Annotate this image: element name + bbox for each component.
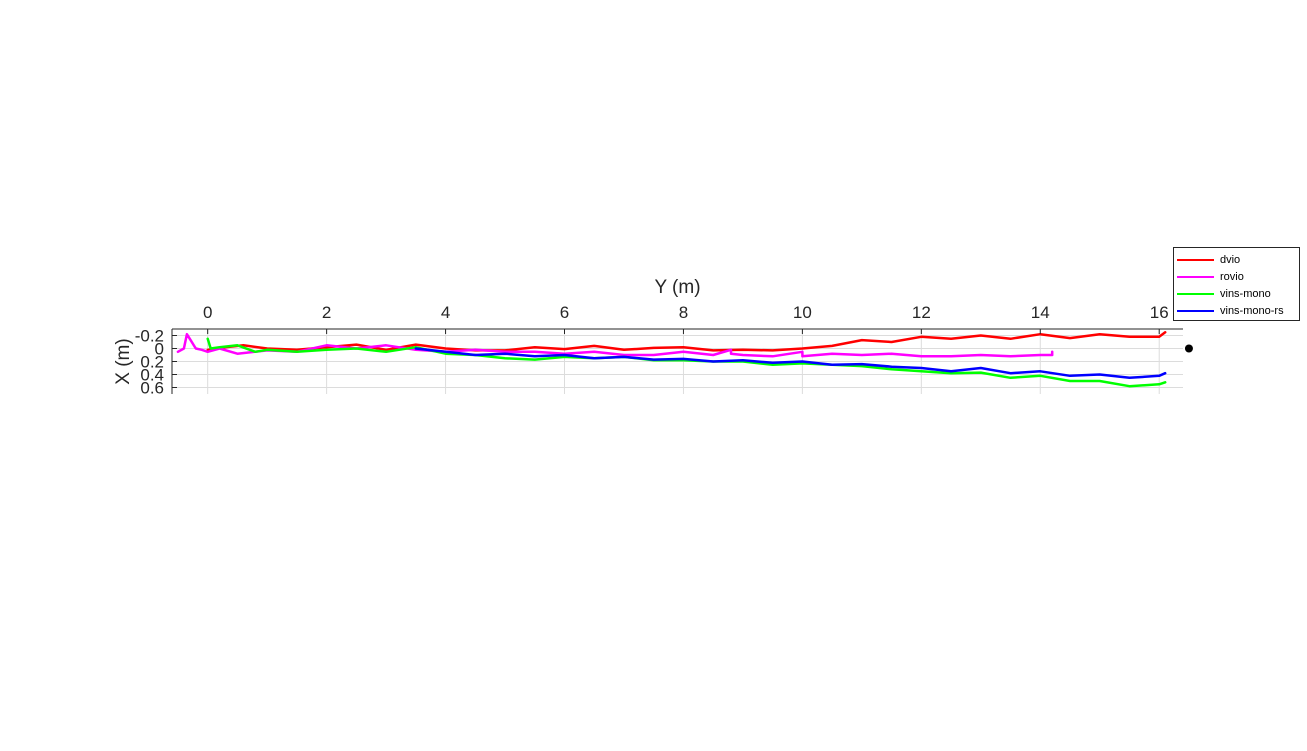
plot-area — [171, 328, 1193, 394]
legend-swatch-rovio — [1177, 276, 1214, 278]
series-line-dvio — [206, 331, 1167, 352]
legend-entry-dvio: dvio — [1177, 252, 1240, 268]
legend-entry-rovio: rovio — [1177, 269, 1244, 285]
y-tick-label: 0.4 — [140, 366, 164, 385]
y-tick-label: 0.6 — [140, 379, 164, 398]
x-tick-label: 14 — [1031, 303, 1050, 322]
legend-label: vins-mono — [1220, 288, 1271, 300]
legend-swatch-vins-mono-rs — [1177, 310, 1214, 312]
end-point-marker — [1184, 344, 1193, 353]
tick-labels: 0 2 4 6 8 10 12 14 16-0.200.20.40.6 — [135, 303, 1169, 398]
legend-label: rovio — [1220, 271, 1244, 283]
x-tick-label: 16 — [1150, 303, 1169, 322]
marker-layer — [1184, 344, 1193, 353]
x-tick-label: 12 — [912, 303, 931, 322]
y-tick-label: 0 — [155, 340, 164, 359]
y-axis-label: X (m) — [113, 338, 134, 384]
series-line-rovio — [176, 332, 1054, 358]
x-tick-label: 0 — [203, 303, 212, 322]
series-line-vins-mono-rs — [414, 347, 1167, 380]
x-tick-label: 2 — [322, 303, 331, 322]
legend-label: dvio — [1220, 254, 1241, 266]
legend-entry-vins-mono-rs: vins-mono-rs — [1177, 303, 1284, 319]
x-tick-label: 8 — [679, 303, 688, 322]
x-tick-label: 10 — [793, 303, 812, 322]
legend-swatch-dvio — [1177, 259, 1214, 261]
legend-label: vins-mono-rs — [1220, 305, 1284, 317]
series-layer — [176, 331, 1167, 388]
x-tick-label: 4 — [441, 303, 450, 322]
legend-swatch-vins-mono — [1177, 293, 1214, 295]
x-axis-label: Y (m) — [654, 277, 700, 298]
axes-frame — [171, 328, 1183, 394]
legend: dvio rovio vins-mono vins-mono-rs — [1173, 247, 1300, 321]
y-tick-label: -0.2 — [135, 327, 164, 346]
legend-entry-vins-mono: vins-mono — [1177, 286, 1271, 302]
x-tick-label: 6 — [560, 303, 569, 322]
y-tick-label: 0.2 — [140, 353, 164, 372]
